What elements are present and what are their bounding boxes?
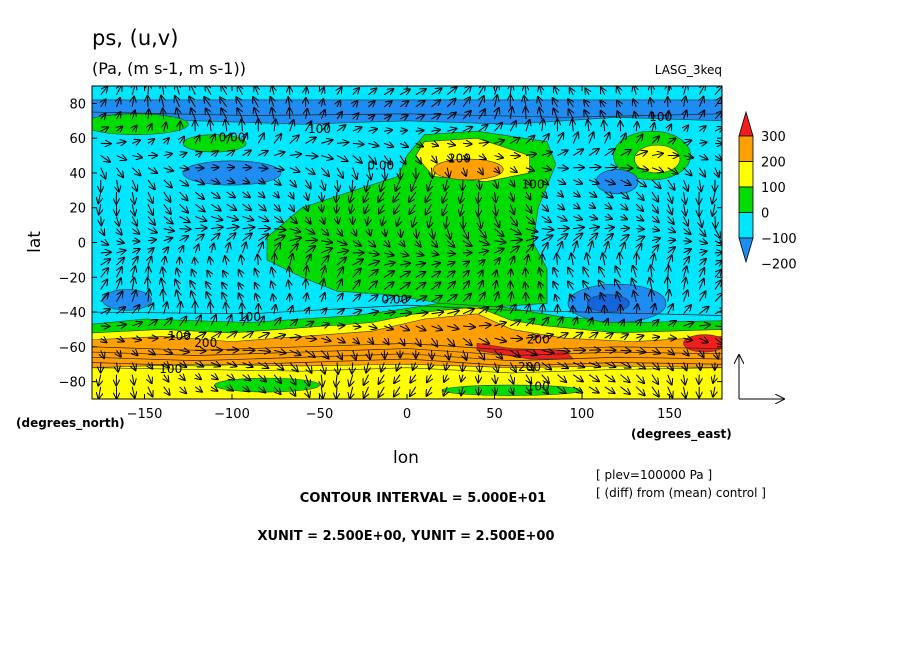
model-label: LASG_3keq: [655, 63, 722, 77]
x-tick-label: 100: [570, 407, 595, 422]
contour-label: 0.00: [219, 131, 246, 145]
contour-label: 100: [168, 329, 191, 343]
field-low-asia: [596, 169, 638, 193]
y-tick-label: 20: [69, 202, 86, 217]
wind-vector: [289, 87, 290, 95]
wind-vector: [525, 107, 526, 119]
colorbar-extend-max: [739, 112, 753, 136]
plev-note: [ plev=100000 Pa ]: [596, 468, 712, 482]
contour-label: 200: [518, 360, 541, 374]
wind-vector: [432, 350, 433, 359]
wind-vector: [478, 375, 479, 383]
contour-label: 200: [527, 332, 550, 346]
y-tick-label: −40: [59, 306, 86, 321]
x-tick-label: 50: [486, 407, 503, 422]
colorbar-label: 300: [761, 130, 786, 145]
contour-label: 100: [522, 178, 545, 192]
colorbar-label: 0: [761, 207, 769, 222]
contour-label: 100: [159, 362, 182, 376]
colorbar-label: 200: [761, 156, 786, 171]
contour-label: 0.00: [381, 292, 408, 306]
contour-label: 0.00: [367, 158, 394, 172]
y-tick-label: 40: [69, 167, 86, 182]
wind-vector: [604, 306, 605, 314]
wind-vector: [636, 229, 644, 230]
wind-vector: [384, 350, 385, 358]
field-max-300-east: [684, 335, 726, 352]
x-tick-label: 150: [657, 407, 682, 422]
reference-vector: [739, 355, 784, 399]
colorbar-segment: [739, 213, 753, 239]
contour-label: 200: [448, 152, 471, 166]
y-tick-label: 60: [69, 132, 86, 147]
contour-label: 100: [238, 310, 261, 324]
x-axis-label: lon: [393, 448, 419, 468]
x-tick-label: −150: [127, 407, 163, 422]
colorbar-label: −100: [761, 232, 797, 247]
wind-vector: [463, 143, 472, 144]
contour-label: 100: [649, 110, 672, 124]
colorbar-segment: [739, 162, 753, 188]
wind-vector: [462, 362, 463, 371]
field-zero-alaska: [83, 114, 188, 135]
colorbar-extend-min: [739, 238, 753, 262]
colorbar-label: 100: [761, 181, 786, 196]
wind-vector: [542, 254, 543, 265]
wind-vector: [132, 241, 139, 242]
wind-vector: [148, 267, 149, 278]
wind-vector: [621, 350, 631, 351]
wind-vector: [195, 228, 206, 229]
chart-subtitle: (Pa, (m s-1, m s-1)): [92, 59, 246, 78]
contour-label: 200: [194, 336, 217, 350]
x-tick-label: −100: [214, 407, 250, 422]
colorbar: 300 200 100 0 −100 −200: [739, 112, 797, 273]
y-tick-label: −80: [59, 376, 86, 391]
x-tick-label: 0: [403, 407, 411, 422]
wind-vector: [336, 204, 337, 212]
wind-vector: [462, 180, 463, 190]
wind-vector: [699, 192, 700, 204]
field-zero-patch-polar-west: [215, 378, 320, 392]
y-unit-label: (degrees_north): [16, 416, 125, 431]
wind-vector: [558, 168, 568, 169]
y-tick-label: 0: [78, 237, 86, 252]
field-low-core: [587, 295, 629, 312]
contour-label: 100: [308, 122, 331, 136]
wind-vector: [148, 83, 149, 95]
wind-vector: [195, 350, 205, 351]
diff-note: [ (diff) from (mean) control ]: [596, 486, 766, 500]
y-tick-label: 80: [69, 97, 86, 112]
x-tick-label: −50: [306, 407, 333, 422]
y-tick-label: −60: [59, 341, 86, 356]
field-low-south-west: [103, 289, 152, 310]
contour-label: 100: [527, 379, 550, 393]
contour-interval: CONTOUR INTERVAL = 5.000E+01: [300, 491, 546, 506]
wind-vector: [101, 216, 102, 225]
wind-vector: [337, 325, 344, 326]
wind-vector: [306, 240, 317, 241]
colorbar-segment: [739, 136, 753, 162]
y-tick-label: −20: [59, 271, 86, 286]
wind-vector: [621, 168, 633, 169]
x-unit-label: (degrees_east): [631, 427, 732, 442]
wind-vector: [573, 306, 574, 314]
wind-vector: [478, 204, 479, 216]
colorbar-label: −200: [761, 258, 797, 273]
y-axis-label: lat: [25, 231, 45, 253]
vector-units: XUNIT = 2.500E+00, YUNIT = 2.500E+00: [257, 529, 554, 544]
chart-title: ps, (u,v): [92, 26, 178, 50]
wind-vector: [589, 167, 600, 168]
wind-vector: [715, 216, 716, 228]
colorbar-segment: [739, 187, 753, 213]
